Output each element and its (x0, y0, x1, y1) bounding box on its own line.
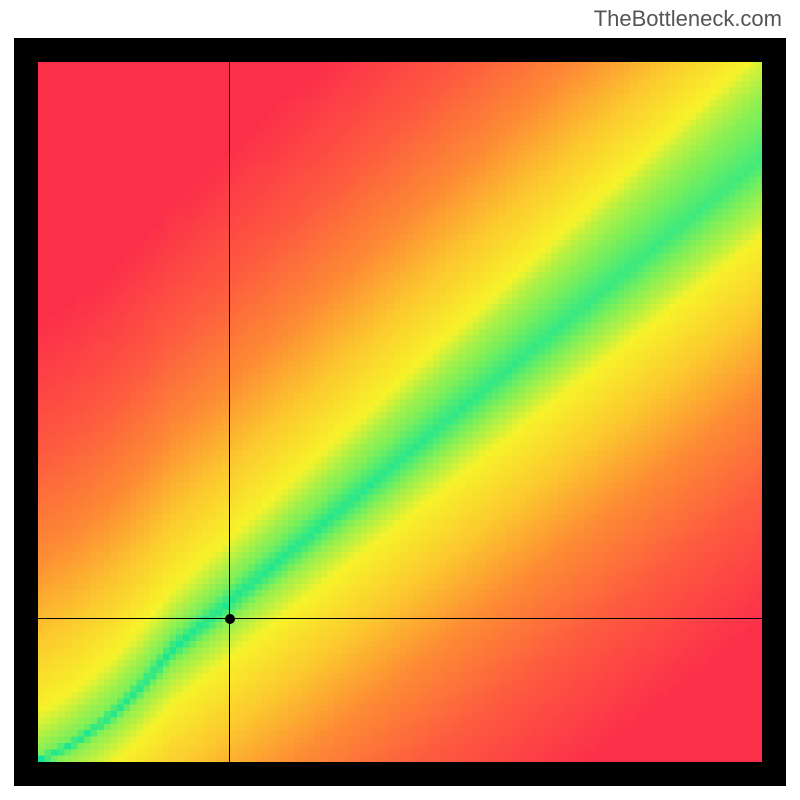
crosshair-horizontal (38, 618, 762, 619)
watermark-text: TheBottleneck.com (594, 6, 782, 32)
chart-container: TheBottleneck.com (0, 0, 800, 800)
bottleneck-marker-dot (225, 614, 235, 624)
heatmap-canvas (38, 62, 762, 762)
crosshair-vertical (229, 62, 230, 762)
plot-black-frame (14, 38, 786, 786)
heatmap-inner (38, 62, 762, 762)
